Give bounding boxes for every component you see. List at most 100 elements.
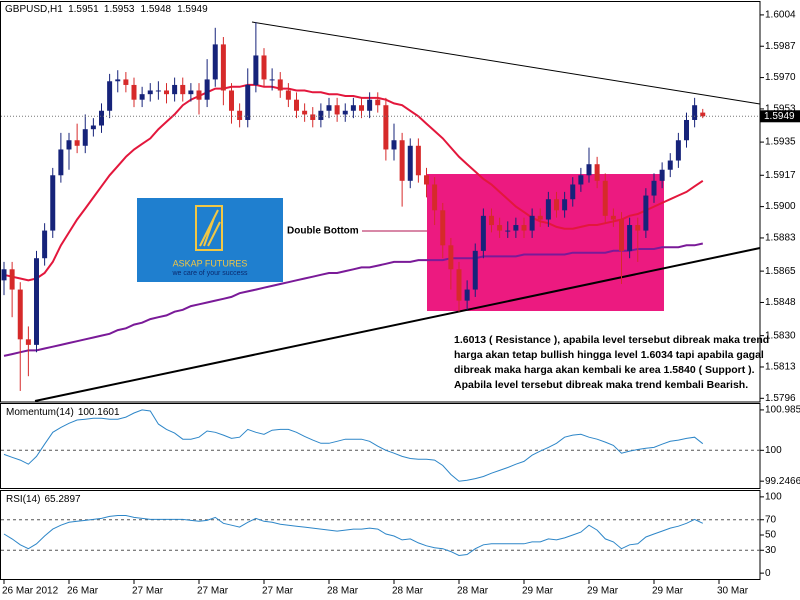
indicator-line xyxy=(3,409,704,482)
candle-body xyxy=(131,84,137,100)
note-line: dibreak maka harga akan kembali ke area … xyxy=(454,364,755,376)
candle-body xyxy=(635,225,641,231)
candle-body xyxy=(172,84,178,95)
highlight-box xyxy=(427,174,664,311)
candle-body xyxy=(34,258,39,345)
x-tick-label: 26 Mar 2012 xyxy=(2,586,59,597)
candle-body xyxy=(480,215,486,251)
note-line: Apabila level tersebut dibreak maka tren… xyxy=(454,379,748,391)
momentum-title: Momentum(14) 100.1601 xyxy=(6,407,120,418)
y-tick-label: 30 xyxy=(765,545,777,556)
y-tick-label: 1.5987 xyxy=(765,41,796,52)
candle-body xyxy=(58,149,64,176)
candle-body xyxy=(578,175,584,185)
candle-body xyxy=(399,140,405,181)
candle-body xyxy=(123,79,129,85)
rsi-title: RSI(14) 65.2897 xyxy=(6,494,81,505)
candle-body xyxy=(692,105,698,120)
candle-body xyxy=(350,105,356,111)
indicator-value: 65.2897 xyxy=(44,494,81,505)
header-low: 1.5948 xyxy=(141,4,172,15)
candle-body xyxy=(643,195,649,231)
candle-body xyxy=(675,140,681,161)
candle-body xyxy=(229,90,234,111)
candle-body xyxy=(562,199,568,211)
candle-body xyxy=(310,114,316,120)
y-tick-label: 1.5900 xyxy=(765,201,796,212)
note: 1.6013 ( Resistance ), apabila level ter… xyxy=(454,334,769,391)
price-label: 1.5949 xyxy=(764,111,795,122)
header: GBPUSD,H1 1.5951 1.5953 1.5948 1.5949 xyxy=(5,4,208,15)
candle-body xyxy=(391,140,397,150)
candle-body xyxy=(651,180,657,196)
candle-body xyxy=(610,215,616,220)
y-tick-label: 50 xyxy=(765,530,777,541)
candle-body xyxy=(204,79,210,100)
candle-body xyxy=(659,169,665,181)
x-tick-label: 28 Mar xyxy=(457,586,489,597)
candle-body xyxy=(147,90,153,95)
candle-body xyxy=(619,219,624,251)
candle-body xyxy=(367,99,373,111)
candle-body xyxy=(107,81,113,111)
x-tick-label: 27 Mar xyxy=(132,586,164,597)
candle-body xyxy=(139,94,145,100)
header-open: 1.5951 xyxy=(68,4,99,15)
logo-icon xyxy=(195,205,223,251)
candle-body xyxy=(537,215,543,220)
indicator-line xyxy=(3,515,704,557)
candle-body xyxy=(253,55,259,85)
candle-body xyxy=(294,99,299,111)
candle-body xyxy=(318,110,324,120)
x-tick-label: 26 Mar xyxy=(67,586,99,597)
candle-body xyxy=(66,140,72,150)
y-tick-label: 1.5970 xyxy=(765,72,796,83)
candle-body xyxy=(440,210,446,246)
candle-body xyxy=(188,90,194,95)
momentum-panel xyxy=(0,403,761,489)
candle-body xyxy=(50,175,56,231)
y-tick-label: 70 xyxy=(765,514,777,525)
y-tick-label: 100.9858 xyxy=(765,405,800,416)
candle-body xyxy=(375,99,381,106)
logo-name: ASKAP FUTURES xyxy=(173,258,248,268)
candle-body xyxy=(497,225,503,231)
candle-body xyxy=(554,199,559,211)
candle-body xyxy=(90,125,96,130)
candle-body xyxy=(383,105,389,150)
symbol: GBPUSD,H1 xyxy=(5,4,63,15)
x-tick-label: 30 Mar xyxy=(717,586,749,597)
candle-body xyxy=(586,164,592,176)
candle-body xyxy=(464,289,470,301)
candle-body xyxy=(302,110,308,115)
candle-body xyxy=(505,230,511,232)
candle-body xyxy=(326,105,332,111)
candle-body xyxy=(627,225,633,251)
candle-body xyxy=(700,112,706,117)
candle-body xyxy=(212,44,218,80)
y-tick-label: 1.5848 xyxy=(765,297,796,308)
double-bottom-label: Double Bottom xyxy=(287,226,359,237)
candle-body xyxy=(456,269,462,301)
main-panel xyxy=(0,1,761,403)
candle-body xyxy=(342,110,348,115)
x-tick-label: 29 Mar xyxy=(522,586,554,597)
x-tick-label: 29 Mar xyxy=(652,586,684,597)
y-tick-label: 1.5953 xyxy=(765,104,796,115)
y-tick-label: 1.6004 xyxy=(765,10,796,21)
candle-body xyxy=(277,79,283,91)
y-tick-label: 1.5883 xyxy=(765,233,796,244)
note-line: 1.6013 ( Resistance ), apabila level ter… xyxy=(454,334,769,346)
candle-body xyxy=(521,225,527,231)
candle-body xyxy=(17,289,23,340)
support-trendline xyxy=(34,247,761,402)
candle-body xyxy=(432,184,438,211)
candle-body xyxy=(448,245,454,270)
candle-body xyxy=(25,339,31,345)
y-tick-label: 100 xyxy=(765,445,782,456)
indicator-name: RSI(14) xyxy=(6,494,40,505)
candle-body xyxy=(42,230,48,259)
x-tick-label: 28 Mar xyxy=(392,586,424,597)
y-tick-label: 1.5830 xyxy=(765,330,796,341)
